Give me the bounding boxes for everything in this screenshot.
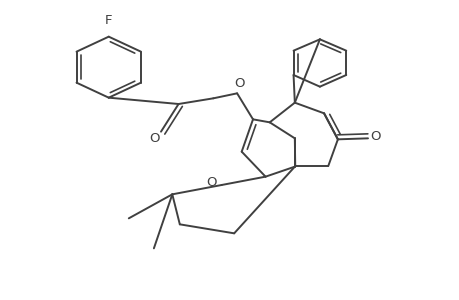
Text: O: O xyxy=(370,130,381,143)
Text: O: O xyxy=(206,176,216,188)
Text: O: O xyxy=(150,132,160,145)
Text: O: O xyxy=(233,77,244,90)
Text: F: F xyxy=(105,14,112,27)
